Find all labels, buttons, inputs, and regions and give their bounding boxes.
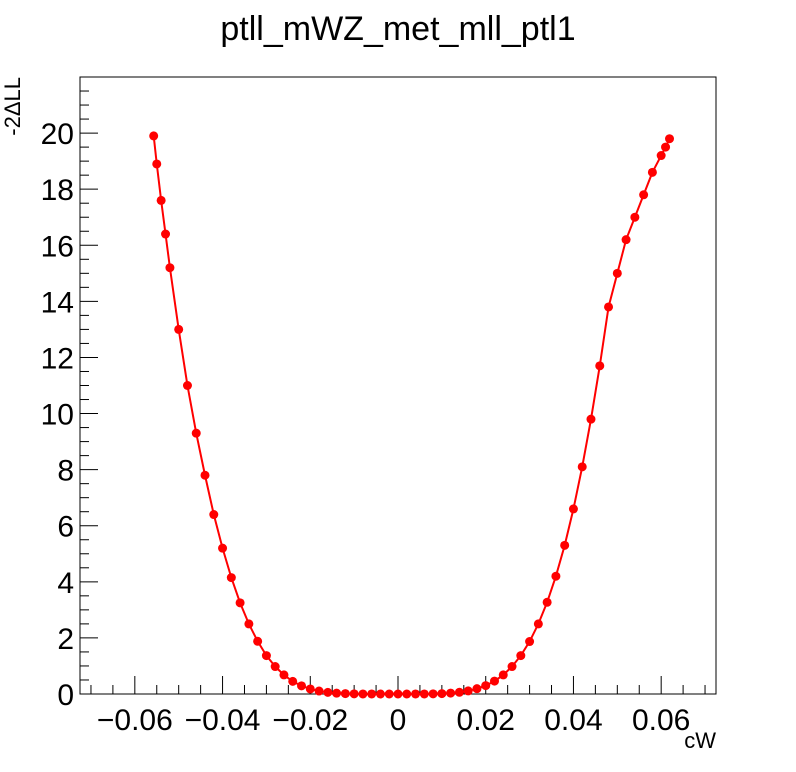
y-axis: 0 2 4 6 8 10 12 14 16 18 20: [41, 76, 98, 712]
data-point: [349, 689, 359, 699]
data-point: [182, 381, 192, 390]
data-point: [218, 543, 228, 553]
data-point: [149, 131, 159, 141]
data-point: [244, 619, 254, 629]
data-point: [551, 571, 561, 581]
data-point: [279, 670, 289, 680]
data-point: [507, 662, 517, 672]
data-point: [419, 689, 429, 699]
y-tick-label: 20: [41, 118, 74, 151]
data-point: [489, 676, 499, 686]
x-axis-title: cW: [684, 728, 716, 753]
y-tick-label: 12: [41, 342, 74, 375]
data-point: [161, 229, 171, 239]
data-point: [305, 684, 315, 694]
data-point: [577, 462, 587, 472]
data-point: [200, 470, 210, 480]
x-tick-label: 0.04: [544, 704, 602, 737]
data-point: [665, 134, 675, 144]
data-point: [647, 167, 657, 177]
y-tick-label: 2: [57, 623, 74, 656]
data-point: [375, 689, 385, 699]
data-point: [428, 689, 438, 699]
x-tick-label: 0: [390, 704, 407, 737]
data-point: [270, 662, 280, 672]
data-point: [253, 636, 263, 646]
data-point: [384, 689, 394, 699]
data-point: [454, 687, 464, 697]
data-point: [516, 651, 526, 661]
data-point: [209, 510, 219, 520]
x-tick-label: −0.02: [272, 704, 348, 737]
data-point: [358, 689, 368, 699]
data-point: [595, 361, 605, 371]
y-tick-label: 8: [57, 455, 74, 488]
data-point: [165, 263, 175, 273]
data-point: [191, 428, 201, 438]
x-tick-label: −0.06: [97, 704, 173, 737]
data-point: [498, 670, 508, 680]
y-tick-label: 6: [57, 511, 74, 544]
data-point: [621, 235, 631, 245]
data-point: [367, 689, 377, 699]
data-points: [149, 131, 675, 699]
data-point: [542, 597, 552, 607]
data-point: [472, 684, 482, 694]
data-point: [481, 681, 491, 691]
y-tick-label: 0: [57, 679, 74, 712]
chart-title: ptll_mWZ_met_mll_ptl1: [220, 10, 575, 48]
y-tick-label: 14: [41, 286, 74, 319]
data-point: [152, 159, 162, 169]
data-point: [656, 151, 666, 161]
data-point: [533, 619, 543, 629]
data-point: [604, 302, 614, 312]
data-point: [174, 324, 184, 334]
x-tick-label: 0.02: [457, 704, 515, 737]
data-point: [446, 688, 456, 698]
data-point: [560, 540, 570, 550]
data-point: [402, 689, 412, 699]
data-point: [661, 142, 671, 152]
data-point: [639, 190, 649, 200]
data-point: [437, 689, 447, 699]
data-point: [235, 598, 245, 608]
x-tick-label: −0.04: [185, 704, 261, 737]
data-point: [323, 687, 333, 697]
data-point: [586, 414, 596, 424]
y-axis-title: -2ΔLL: [0, 77, 25, 136]
data-point: [463, 686, 473, 696]
data-point: [411, 689, 421, 699]
data-point: [612, 268, 622, 278]
data-point: [288, 676, 298, 686]
y-tick-label: 16: [41, 230, 74, 263]
data-point: [297, 681, 307, 691]
data-point: [393, 689, 403, 699]
data-point: [314, 686, 324, 696]
data-point: [340, 689, 350, 699]
y-tick-label: 4: [57, 567, 74, 600]
data-point: [525, 637, 535, 647]
y-tick-label: 10: [41, 399, 74, 432]
data-point: [630, 212, 640, 222]
data-point: [261, 651, 271, 661]
y-tick-label: 18: [41, 174, 74, 207]
data-point: [332, 688, 342, 698]
data-point: [568, 504, 578, 514]
data-point: [226, 573, 236, 583]
x-tick-label: 0.06: [632, 704, 690, 737]
x-axis: −0.06 −0.04 −0.02 0 0.02 0.04 0.06: [90, 676, 706, 737]
data-point: [156, 195, 166, 205]
